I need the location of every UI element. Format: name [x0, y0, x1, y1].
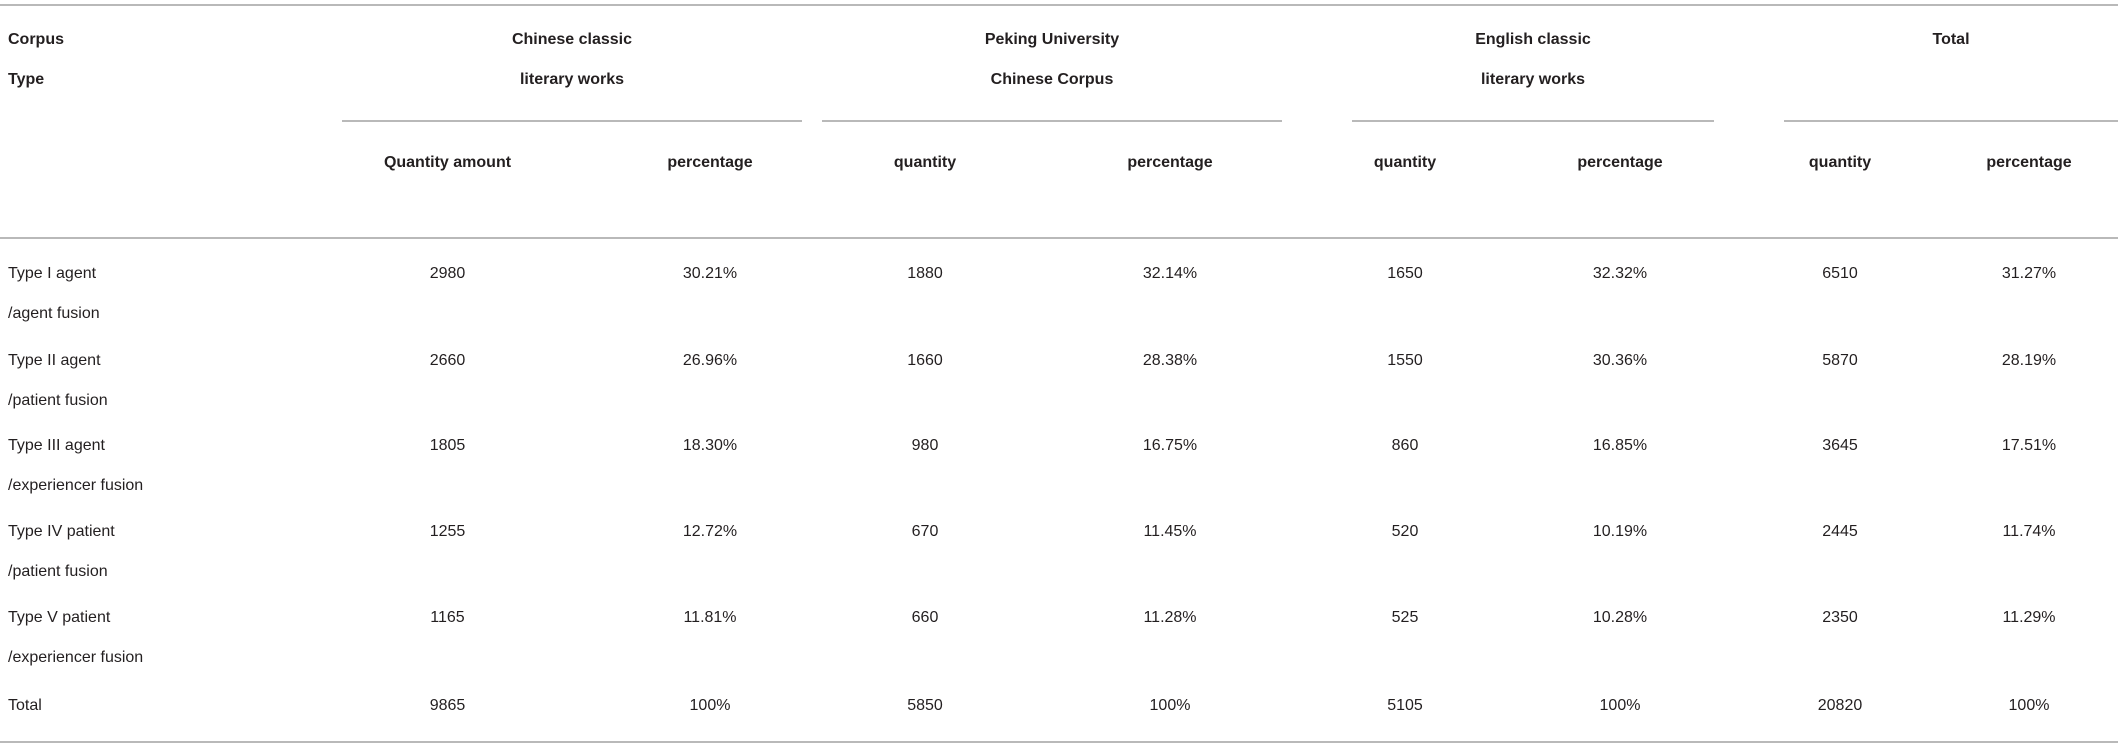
- row-type-label: Total: [8, 697, 42, 714]
- percentage-cell: 28.19%: [2001, 352, 2057, 369]
- quantity-cell: 2445: [1822, 523, 1858, 540]
- percentage-cell: 100%: [1599, 697, 1641, 714]
- quantity-cell: 860: [1391, 437, 1419, 454]
- group-header-chinese-classic-line-2: literary works: [519, 71, 625, 88]
- group-rule-chinese-classic: [342, 120, 802, 122]
- subheader-quantity-peking: quantity: [893, 154, 957, 171]
- row-type-label: Type V patient: [8, 609, 111, 626]
- percentage-cell: 100%: [1149, 697, 1191, 714]
- percentage-cell: 11.81%: [683, 609, 737, 626]
- header-bottom-rule: [0, 237, 2118, 239]
- quantity-cell: 2350: [1822, 609, 1858, 626]
- subheader-quantity-total: quantity: [1808, 154, 1872, 171]
- percentage-cell: 11.74%: [2002, 523, 2056, 540]
- row-type-label: Type I agent: [8, 265, 97, 282]
- quantity-cell: 670: [911, 523, 939, 540]
- quantity-cell: 9865: [429, 697, 466, 714]
- quantity-cell: 1650: [1387, 265, 1423, 282]
- quantity-cell: 525: [1391, 609, 1419, 626]
- quantity-cell: 660: [911, 609, 939, 626]
- percentage-cell: 11.29%: [2002, 609, 2056, 626]
- row-type-label: Type II agent: [8, 352, 101, 369]
- subheader-percentage-peking: percentage: [1127, 154, 1213, 171]
- table-bottom-rule: [0, 741, 2118, 743]
- quantity-cell: 980: [911, 437, 939, 454]
- quantity-cell: 5870: [1822, 352, 1858, 369]
- corner-header-line-2: Type: [8, 71, 45, 88]
- subheader-quantity-amount: Quantity amount: [383, 154, 512, 171]
- group-rule-peking-corpus: [822, 120, 1282, 122]
- group-rule-english-classic: [1352, 120, 1714, 122]
- group-header-peking-corpus-line-2: Chinese Corpus: [990, 71, 1114, 88]
- quantity-cell: 1660: [907, 352, 943, 369]
- group-rule-total: [1784, 120, 2118, 122]
- group-header-total: Total: [1932, 31, 1970, 48]
- group-header-chinese-classic-line-1: Chinese classic: [511, 31, 633, 48]
- quantity-cell: 5850: [907, 697, 943, 714]
- percentage-cell: 32.14%: [1142, 265, 1198, 282]
- subheader-percentage-chinese: percentage: [667, 154, 753, 171]
- table-top-rule: [0, 4, 2118, 6]
- percentage-cell: 28.38%: [1142, 352, 1198, 369]
- percentage-cell: 32.32%: [1592, 265, 1648, 282]
- percentage-cell: 26.96%: [682, 352, 738, 369]
- percentage-cell: 11.45%: [1143, 523, 1197, 540]
- row-type-label: Type IV patient: [8, 523, 115, 540]
- percentage-cell: 17.51%: [2001, 437, 2057, 454]
- percentage-cell: 30.21%: [682, 265, 738, 282]
- row-type-label: /patient fusion: [8, 563, 108, 580]
- row-type-label: /experiencer fusion: [8, 477, 144, 494]
- percentage-cell: 16.75%: [1142, 437, 1198, 454]
- quantity-cell: 1880: [907, 265, 943, 282]
- group-header-english-classic-line-2: literary works: [1480, 71, 1586, 88]
- percentage-cell: 100%: [2008, 697, 2050, 714]
- quantity-cell: 5105: [1387, 697, 1423, 714]
- quantity-cell: 1255: [429, 523, 466, 540]
- percentage-cell: 30.36%: [1592, 352, 1648, 369]
- percentage-cell: 16.85%: [1592, 437, 1648, 454]
- group-header-english-classic-line-1: English classic: [1475, 31, 1591, 48]
- group-header-peking-corpus-line-1: Peking University: [984, 31, 1120, 48]
- quantity-cell: 1805: [429, 437, 466, 454]
- quantity-cell: 1165: [430, 609, 465, 626]
- percentage-cell: 12.72%: [682, 523, 738, 540]
- quantity-cell: 20820: [1817, 697, 1863, 714]
- percentage-cell: 18.30%: [682, 437, 738, 454]
- percentage-cell: 10.28%: [1592, 609, 1648, 626]
- quantity-cell: 3645: [1822, 437, 1858, 454]
- subheader-percentage-total: percentage: [1986, 154, 2072, 171]
- subheader-percentage-english: percentage: [1577, 154, 1663, 171]
- row-type-label: /experiencer fusion: [8, 649, 144, 666]
- row-type-label: /agent fusion: [8, 305, 100, 322]
- corner-header-line-1: Corpus: [8, 31, 64, 48]
- quantity-cell: 2980: [429, 265, 466, 282]
- quantity-cell: 520: [1391, 523, 1419, 540]
- row-type-label: /patient fusion: [8, 392, 108, 409]
- subheader-quantity-english: quantity: [1373, 154, 1437, 171]
- row-type-label: Type III agent: [8, 437, 105, 454]
- percentage-cell: 31.27%: [2001, 265, 2057, 282]
- percentage-cell: 100%: [689, 697, 731, 714]
- quantity-cell: 6510: [1822, 265, 1858, 282]
- quantity-cell: 2660: [429, 352, 466, 369]
- quantity-cell: 1550: [1387, 352, 1423, 369]
- percentage-cell: 11.28%: [1143, 609, 1197, 626]
- percentage-cell: 10.19%: [1592, 523, 1648, 540]
